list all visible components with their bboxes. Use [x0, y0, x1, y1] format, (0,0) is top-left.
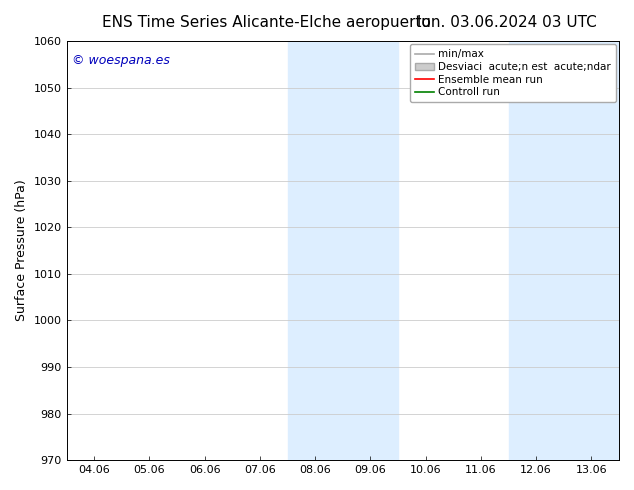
Bar	[508, 41, 619, 460]
Text: ENS Time Series Alicante-Elche aeropuerto: ENS Time Series Alicante-Elche aeropuert…	[102, 15, 430, 30]
Text: © woespana.es: © woespana.es	[72, 53, 170, 67]
Legend: min/max, Desviaci  acute;n est  acute;ndar, Ensemble mean run, Controll run: min/max, Desviaci acute;n est acute;ndar…	[410, 44, 616, 102]
Y-axis label: Surface Pressure (hPa): Surface Pressure (hPa)	[15, 180, 28, 321]
Bar	[288, 41, 398, 460]
Text: lun. 03.06.2024 03 UTC: lun. 03.06.2024 03 UTC	[417, 15, 597, 30]
